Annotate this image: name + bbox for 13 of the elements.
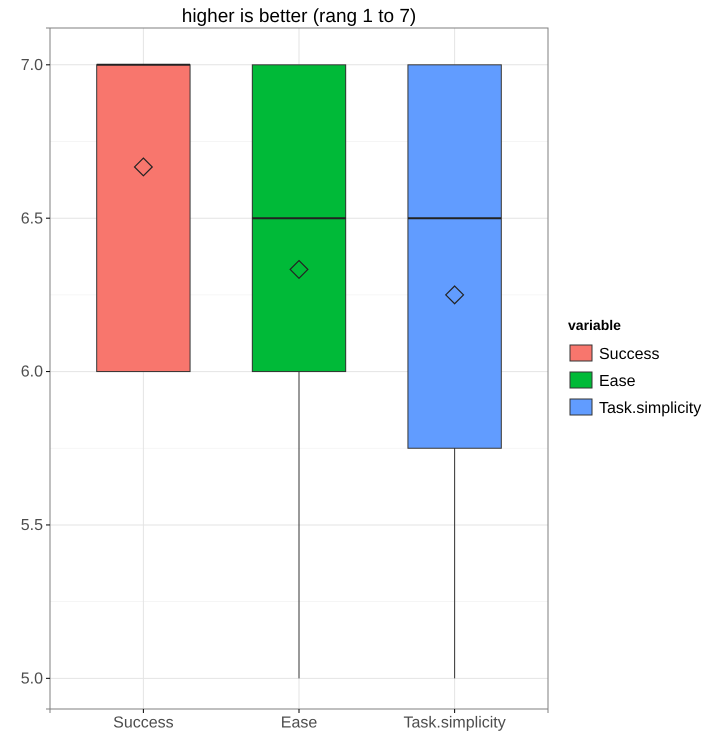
legend-label: Task.simplicity: [599, 400, 702, 417]
legend-title: variable: [568, 317, 622, 333]
y-tick-label: 6.0: [20, 364, 44, 381]
y-tick-label: 5.5: [20, 517, 44, 534]
x-tick-label: Ease: [280, 714, 318, 732]
x-tick-label: Task.simplicity: [404, 714, 506, 732]
legend-label: Ease: [599, 373, 636, 390]
chart-title: higher is better (rang 1 to 7): [182, 6, 416, 27]
x-tick-label: Success: [113, 714, 174, 732]
legend-label: Success: [599, 346, 660, 363]
y-tick-label: 6.5: [20, 210, 44, 228]
y-tick-label: 5.0: [20, 670, 44, 688]
y-tick-label: 7.0: [20, 56, 44, 74]
